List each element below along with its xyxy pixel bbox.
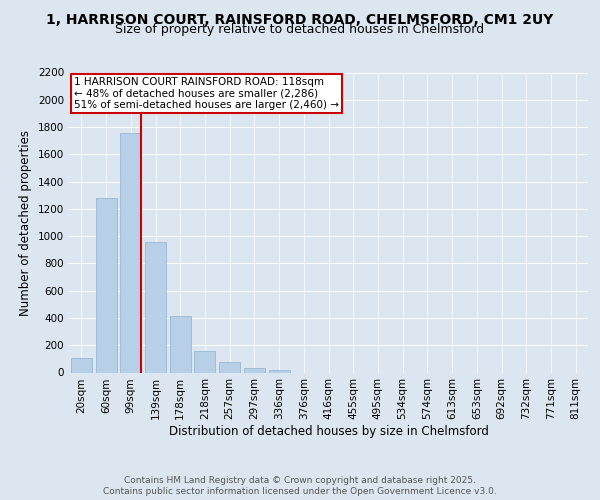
- Text: Size of property relative to detached houses in Chelmsford: Size of property relative to detached ho…: [115, 24, 485, 36]
- Bar: [194, 352, 215, 372]
- Bar: [71, 358, 92, 372]
- Text: 1, HARRISON COURT, RAINSFORD ROAD, CHELMSFORD, CM1 2UY: 1, HARRISON COURT, RAINSFORD ROAD, CHELM…: [46, 12, 554, 26]
- X-axis label: Distribution of detached houses by size in Chelmsford: Distribution of detached houses by size …: [169, 425, 488, 438]
- Bar: [120, 132, 141, 372]
- Text: Contains HM Land Registry data © Crown copyright and database right 2025.: Contains HM Land Registry data © Crown c…: [124, 476, 476, 485]
- Bar: [219, 362, 240, 372]
- Text: 1 HARRISON COURT RAINSFORD ROAD: 118sqm
← 48% of detached houses are smaller (2,: 1 HARRISON COURT RAINSFORD ROAD: 118sqm …: [74, 77, 339, 110]
- Bar: [269, 370, 290, 372]
- Bar: [244, 368, 265, 372]
- Y-axis label: Number of detached properties: Number of detached properties: [19, 130, 32, 316]
- Text: Contains public sector information licensed under the Open Government Licence v3: Contains public sector information licen…: [103, 487, 497, 496]
- Bar: [95, 198, 116, 372]
- Bar: [145, 242, 166, 372]
- Bar: [170, 316, 191, 372]
